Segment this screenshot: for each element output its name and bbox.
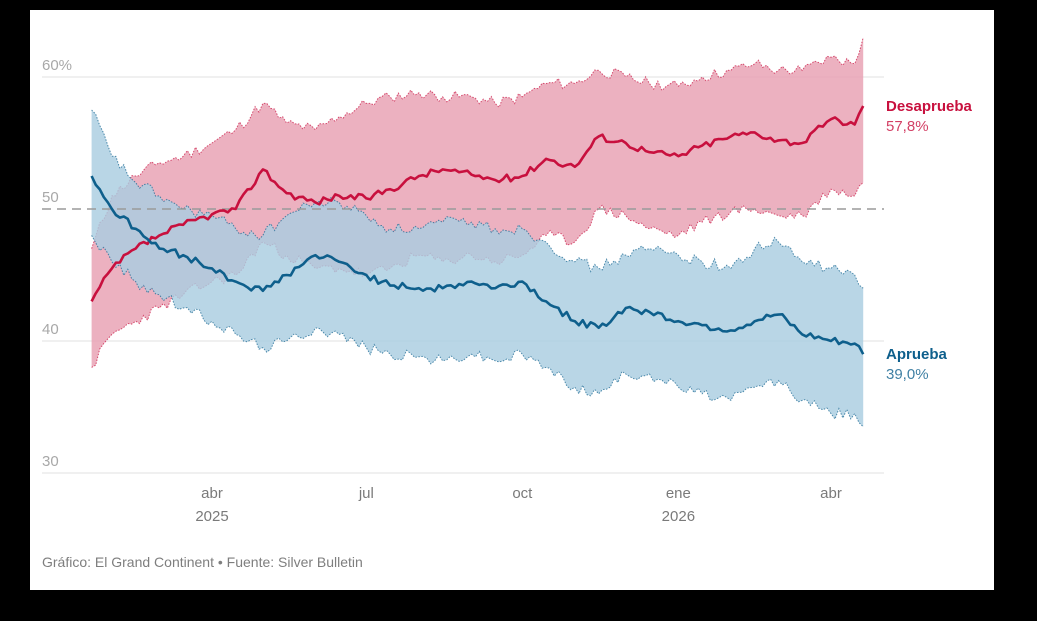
aprueba-label: Aprueba [886,346,948,363]
x-tick-label: jul [358,485,374,502]
top-edge-marks [0,0,1037,11]
desaprueba-label: Desaprueba [886,98,973,115]
x-tick-label: abr [201,485,223,502]
series-end-labels: Desaprueba 57,8% Aprueba 39,0% [886,98,973,383]
edge-mark [220,6,225,11]
confidence-bands [91,37,864,428]
x-tick-year-label: 2026 [662,508,695,525]
aprueba-band-upper-edge [91,109,864,289]
aprueba-value: 39,0% [886,366,929,383]
x-tick-label: abr [820,485,842,502]
aprueba-confidence-band [91,110,864,427]
edge-mark [185,6,190,11]
desaprueba-value: 57,8% [886,118,929,135]
edge-mark [482,6,487,11]
desaprueba-band-upper-edge [91,37,864,249]
y-tick-label: 60% [42,57,72,74]
y-axis: 60% 50 40 30 [42,57,72,470]
y-tick-label: 40 [42,321,59,338]
x-tick-year-label: 2025 [195,508,228,525]
desaprueba-band-lower-edge [91,182,864,368]
x-tick-label: oct [512,485,533,502]
x-axis: abr 2025 jul oct ene 2026 abr [195,485,842,525]
x-tick-label: ene [666,485,691,502]
y-tick-label: 30 [42,453,59,470]
chart-credit: Gráfico: El Grand Continent • Fuente: Si… [42,554,363,570]
desaprueba-line [90,105,865,302]
series-lines [90,105,865,355]
aprueba-line [90,175,865,355]
y-tick-label: 50 [42,189,59,206]
